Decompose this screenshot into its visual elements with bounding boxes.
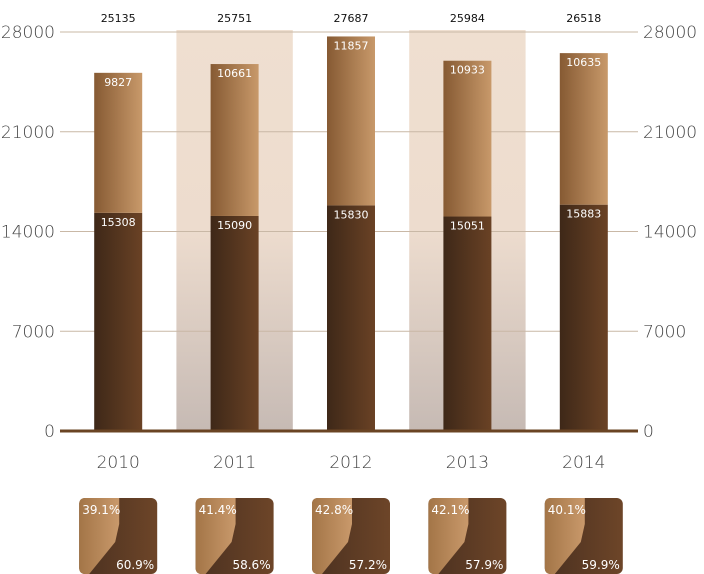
y-tick-label-right: 0 — [643, 422, 654, 442]
total-label: 25135 — [101, 12, 136, 25]
top-value-label: 10635 — [566, 56, 601, 69]
bar-top-2010 — [94, 72, 143, 213]
axes: 0 0 7000 7000 14000 14000 21000 21000 28000 28000… — [1, 23, 697, 473]
share-tile: 42.8% 57.2% — [312, 498, 390, 574]
tile-upper-pct: 41.4% — [199, 503, 237, 517]
tile-upper-pct: 42.8% — [315, 503, 353, 517]
bar-top-2014 — [559, 53, 608, 205]
top-value-label: 9827 — [104, 76, 132, 89]
share-tile: 39.1% 60.9% — [79, 498, 158, 574]
y-tick-label-left: 0 — [44, 422, 55, 442]
tile-light-part — [195, 498, 236, 574]
y-tick-label-left: 7000 — [12, 322, 55, 342]
y-tick-label-right: 21000 — [643, 123, 697, 143]
bar-bottom-2014 — [559, 204, 608, 431]
total-label: 26518 — [566, 12, 601, 25]
x-category-label: 2014 — [562, 453, 605, 473]
y-tick-label-left: 14000 — [1, 223, 55, 243]
top-value-label: 11857 — [334, 39, 369, 52]
tile-light-part — [428, 498, 469, 574]
tile-lower-pct: 59.9% — [582, 558, 620, 572]
tile-light-part — [79, 498, 120, 574]
tile-light-part — [544, 498, 585, 574]
bar-bottom-2012 — [327, 205, 375, 431]
total-label: 25984 — [450, 12, 485, 25]
bar-top-2012 — [327, 36, 375, 206]
bar-top-2013 — [443, 60, 492, 217]
total-label: 25751 — [217, 12, 252, 25]
tile-lower-pct: 60.9% — [116, 558, 154, 572]
y-tick-label-right: 14000 — [643, 223, 697, 243]
bar-bottom-2013 — [443, 216, 492, 431]
x-category-label: 2010 — [97, 453, 140, 473]
bottom-value-label: 15883 — [566, 208, 601, 221]
y-tick-label-right: 7000 — [643, 322, 686, 342]
tile-light-part — [312, 498, 352, 574]
top-value-label: 10933 — [450, 64, 485, 77]
x-category-label: 2013 — [446, 453, 489, 473]
tile-upper-pct: 40.1% — [548, 503, 586, 517]
share-tile: 40.1% 59.9% — [544, 498, 623, 574]
share-tile: 41.4% 58.6% — [195, 498, 274, 574]
y-tick-label-left: 28000 — [1, 23, 55, 43]
bottom-value-label: 15051 — [450, 220, 485, 233]
x-category-label: 2012 — [329, 453, 372, 473]
tile-upper-pct: 39.1% — [82, 503, 120, 517]
bottom-value-label: 15830 — [334, 208, 369, 221]
top-value-label: 10661 — [217, 67, 252, 80]
bar-bottom-2011 — [210, 215, 259, 431]
bottom-value-label: 15308 — [101, 216, 136, 229]
bar-top-2011 — [210, 64, 259, 216]
x-category-label: 2011 — [213, 453, 256, 473]
tile-lower-pct: 58.6% — [232, 558, 270, 572]
y-tick-label-left: 21000 — [1, 123, 55, 143]
share-tile: 42.1% 57.9% — [428, 498, 507, 574]
tile-lower-pct: 57.2% — [349, 558, 387, 572]
tile-lower-pct: 57.9% — [465, 558, 503, 572]
share-tiles: 39.1% 60.9% 41.4% 58.6% 42.8% 57.2% 42.1% 57.9%… — [79, 498, 623, 574]
total-label: 27687 — [334, 12, 369, 25]
tile-upper-pct: 42.1% — [431, 503, 469, 517]
bar-bottom-2010 — [94, 212, 143, 431]
y-tick-label-right: 28000 — [643, 23, 697, 43]
bars: 15308 9827 25135 15090 10661 25751 15830 11857 2… — [94, 12, 608, 431]
bottom-value-label: 15090 — [217, 219, 252, 232]
